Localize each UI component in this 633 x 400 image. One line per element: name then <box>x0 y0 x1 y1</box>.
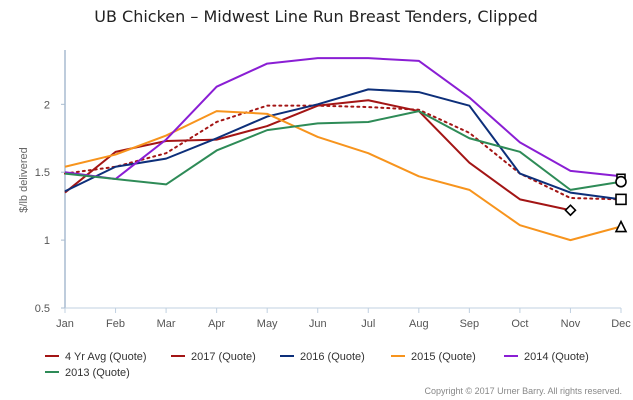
legend-item[interactable]: 2015 (Quote) <box>391 351 476 363</box>
axes: 0.5 1 1.5 2 Jan Feb Mar Apr May Jun Jul Aug Sep Oct No… <box>35 50 631 330</box>
series-layer <box>64 57 628 242</box>
series-group <box>64 110 627 191</box>
x-tick-label: Oct <box>511 318 528 330</box>
series-end-marker <box>564 204 577 217</box>
series-line <box>64 99 571 212</box>
series-end-marker <box>614 219 628 233</box>
x-tick-label: Nov <box>561 318 581 330</box>
y-axis-label: $/lb delivered <box>18 147 30 212</box>
legend-item[interactable]: 2016 (Quote) <box>280 351 365 363</box>
legend-label: 2016 (Quote) <box>300 351 365 363</box>
y-tick-label: 2 <box>44 99 50 111</box>
series-line <box>64 110 622 242</box>
x-tick-label: Apr <box>208 318 225 330</box>
legend-label: 4 Yr Avg (Quote) <box>65 351 147 363</box>
legend-label: 2015 (Quote) <box>411 351 476 363</box>
x-tick-label: Feb <box>106 318 125 330</box>
series-end-marker <box>615 193 627 206</box>
legend-label: 2017 (Quote) <box>191 351 256 363</box>
legend-item[interactable]: 2013 (Quote) <box>45 367 130 379</box>
series-group <box>64 110 628 242</box>
legend: 4 Yr Avg (Quote) 2017 (Quote) 2016 (Quote)… <box>45 351 589 379</box>
series-end-marker <box>615 175 627 188</box>
legend-item[interactable]: 4 Yr Avg (Quote) <box>45 351 147 363</box>
y-tick-label: 1.5 <box>35 167 50 179</box>
x-tick-label: May <box>257 318 278 330</box>
series-line <box>64 110 622 191</box>
x-tick-label: Jul <box>361 318 375 330</box>
x-tick-label: Dec <box>611 318 631 330</box>
legend-label: 2014 (Quote) <box>524 351 589 363</box>
x-tick-label: Sep <box>460 318 480 330</box>
series-group <box>64 88 627 206</box>
series-line <box>64 88 622 201</box>
y-tick-label: 1 <box>44 235 50 247</box>
x-tick-label: Jan <box>56 318 74 330</box>
legend-item[interactable]: 2014 (Quote) <box>504 351 589 363</box>
x-tick-label: Jun <box>309 318 327 330</box>
legend-label: 2013 (Quote) <box>65 367 130 379</box>
series-group <box>64 99 577 217</box>
legend-item[interactable]: 2017 (Quote) <box>171 351 256 363</box>
credit-text: Copyright © 2017 Urner Barry. All rights… <box>424 386 622 396</box>
chart-title: UB Chicken – Midwest Line Run Breast Ten… <box>94 7 537 26</box>
x-tick-label: Aug <box>409 318 429 330</box>
series-line <box>64 57 622 180</box>
x-tick-label: Mar <box>157 318 176 330</box>
y-tick-label: 0.5 <box>35 303 50 315</box>
